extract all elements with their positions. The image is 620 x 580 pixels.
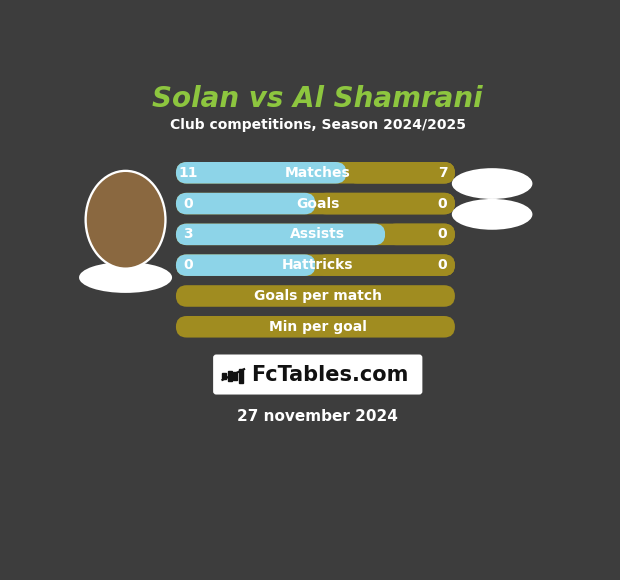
FancyBboxPatch shape [176, 193, 316, 215]
FancyBboxPatch shape [176, 316, 455, 338]
Text: Goals: Goals [296, 197, 339, 211]
Ellipse shape [84, 170, 167, 270]
Ellipse shape [452, 199, 533, 230]
FancyBboxPatch shape [176, 285, 455, 307]
Bar [223, 373, 226, 379]
FancyBboxPatch shape [176, 224, 385, 245]
FancyBboxPatch shape [385, 224, 455, 245]
Text: Goals per match: Goals per match [254, 289, 382, 303]
Text: 7: 7 [438, 166, 448, 180]
Ellipse shape [87, 172, 164, 267]
Text: Hattricks: Hattricks [282, 258, 353, 272]
FancyBboxPatch shape [176, 162, 347, 183]
FancyBboxPatch shape [316, 255, 455, 276]
Text: Assists: Assists [290, 227, 345, 241]
FancyBboxPatch shape [213, 354, 422, 394]
Text: 27 november 2024: 27 november 2024 [237, 408, 398, 423]
Text: Solan vs Al Shamrani: Solan vs Al Shamrani [153, 85, 483, 113]
Text: 0: 0 [438, 227, 448, 241]
Bar [239, 369, 242, 383]
Text: FcTables.com: FcTables.com [250, 364, 408, 385]
FancyBboxPatch shape [176, 224, 455, 245]
Text: Club competitions, Season 2024/2025: Club competitions, Season 2024/2025 [170, 118, 466, 132]
FancyBboxPatch shape [347, 162, 455, 183]
Text: 0: 0 [184, 197, 193, 211]
Text: Min per goal: Min per goal [269, 320, 366, 334]
Text: 0: 0 [438, 197, 448, 211]
FancyBboxPatch shape [316, 193, 455, 215]
FancyBboxPatch shape [176, 255, 455, 276]
Ellipse shape [452, 168, 533, 199]
Text: 0: 0 [438, 258, 448, 272]
Text: 3: 3 [184, 227, 193, 241]
Text: 0: 0 [184, 258, 193, 272]
FancyBboxPatch shape [176, 193, 455, 215]
FancyBboxPatch shape [176, 255, 316, 276]
Bar [228, 371, 232, 382]
Ellipse shape [79, 262, 172, 293]
Text: Matches: Matches [285, 166, 351, 180]
FancyBboxPatch shape [176, 162, 455, 183]
Text: 11: 11 [179, 166, 198, 180]
Bar [233, 372, 237, 380]
